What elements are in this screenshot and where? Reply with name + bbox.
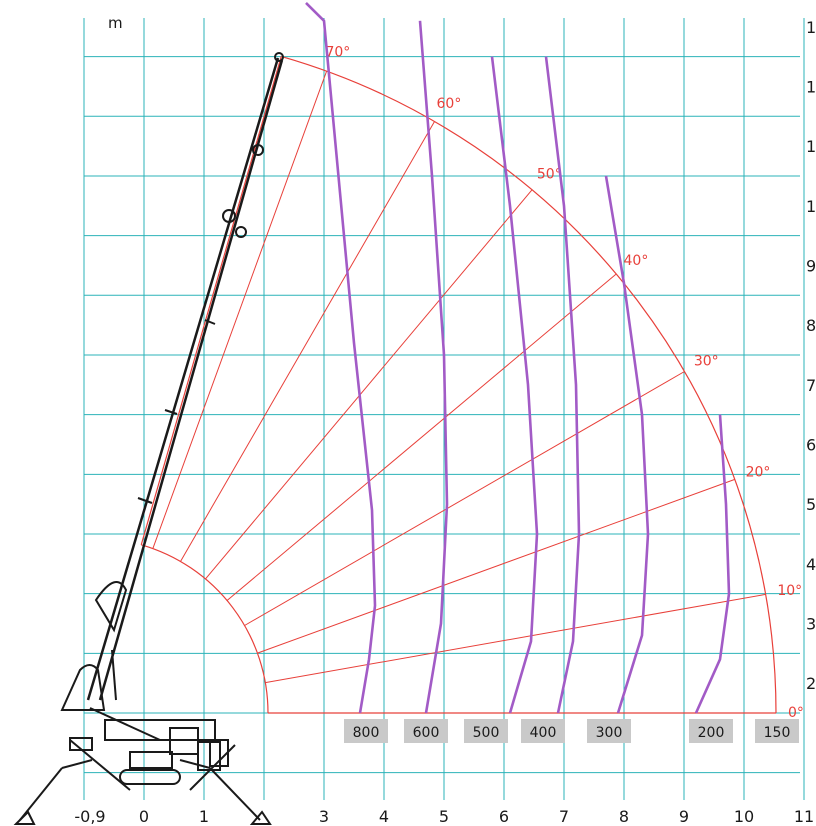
x-tick: 4 [379, 807, 389, 826]
y-tick: 4 [806, 555, 816, 574]
y-tick: 1 [806, 137, 816, 156]
crane-illustration [13, 52, 284, 825]
y-tick: 5 [806, 495, 816, 514]
angle-ray [180, 121, 435, 562]
angle-label: 60° [437, 96, 462, 112]
x-tick: 8 [619, 807, 629, 826]
x-tick: 5 [439, 807, 449, 826]
x-tick: 6 [499, 807, 509, 826]
inner-arc [141, 544, 269, 714]
grid [83, 18, 805, 800]
capacity-box [344, 719, 388, 743]
angle-ray [244, 371, 685, 626]
load-curve-600 [418, 20, 449, 714]
angle-label: 70° [325, 44, 350, 60]
capacity-box [587, 719, 631, 743]
capacity-box [689, 719, 733, 743]
y-tick: 6 [806, 435, 816, 454]
capacity-box [404, 719, 448, 743]
x-tick: 1 [199, 807, 209, 826]
angle-ray [226, 273, 617, 601]
angle-label: 50° [537, 166, 562, 182]
x-tick: 10 [734, 807, 754, 826]
angle-ray [257, 478, 735, 654]
capacity-labels: 800 600 500 400 300 200 150 [344, 719, 799, 743]
y-tick: 1 [806, 197, 816, 216]
capacity-label: 300 [596, 725, 623, 741]
capacity-label: 600 [413, 725, 440, 741]
capacity-box [755, 719, 799, 743]
x-tick: 7 [559, 807, 569, 826]
angle-lines: 0° 10° 20° 30° 40° 50° 60° 70° [152, 44, 804, 721]
capacity-label: 500 [473, 725, 500, 741]
angle-label: 10° [777, 583, 802, 599]
load-curve-400 [544, 56, 581, 714]
angle-ray [205, 189, 533, 580]
angle-ray [152, 71, 328, 549]
x-tick: -0,9 [74, 807, 105, 826]
y-tick: 1 [806, 18, 816, 37]
capacity-label: 200 [698, 725, 725, 741]
load-curve-200 [694, 414, 731, 714]
outer-arc [281, 55, 777, 714]
y-tick: 8 [806, 316, 816, 335]
x-tick: 11 [794, 807, 814, 826]
angle-ray [265, 593, 766, 684]
y-tick: 3 [806, 614, 816, 633]
y-tick: 9 [806, 256, 816, 275]
x-tick: 0 [139, 807, 149, 826]
load-curve-500 [490, 56, 539, 714]
x-tick: 3 [319, 807, 329, 826]
load-curves [305, 1, 731, 714]
y-axis-label: m [108, 14, 123, 32]
y-tick: 2 [806, 674, 816, 693]
working-envelope [140, 55, 777, 714]
angle-label: 0° [788, 705, 804, 721]
load-curve-300 [604, 175, 650, 714]
angle-label: 40° [624, 253, 649, 269]
capacity-label: 800 [353, 725, 380, 741]
capacity-box [464, 719, 508, 743]
top-line [140, 56, 282, 545]
capacity-box [521, 719, 565, 743]
y-tick: 1 [806, 77, 816, 96]
x-tick: 9 [679, 807, 689, 826]
y-tick: 7 [806, 376, 816, 395]
capacity-label: 400 [530, 725, 557, 741]
capacity-label: 150 [764, 725, 791, 741]
angle-label: 20° [746, 465, 771, 481]
angle-label: 30° [694, 354, 719, 370]
load-curve-800 [305, 1, 377, 714]
